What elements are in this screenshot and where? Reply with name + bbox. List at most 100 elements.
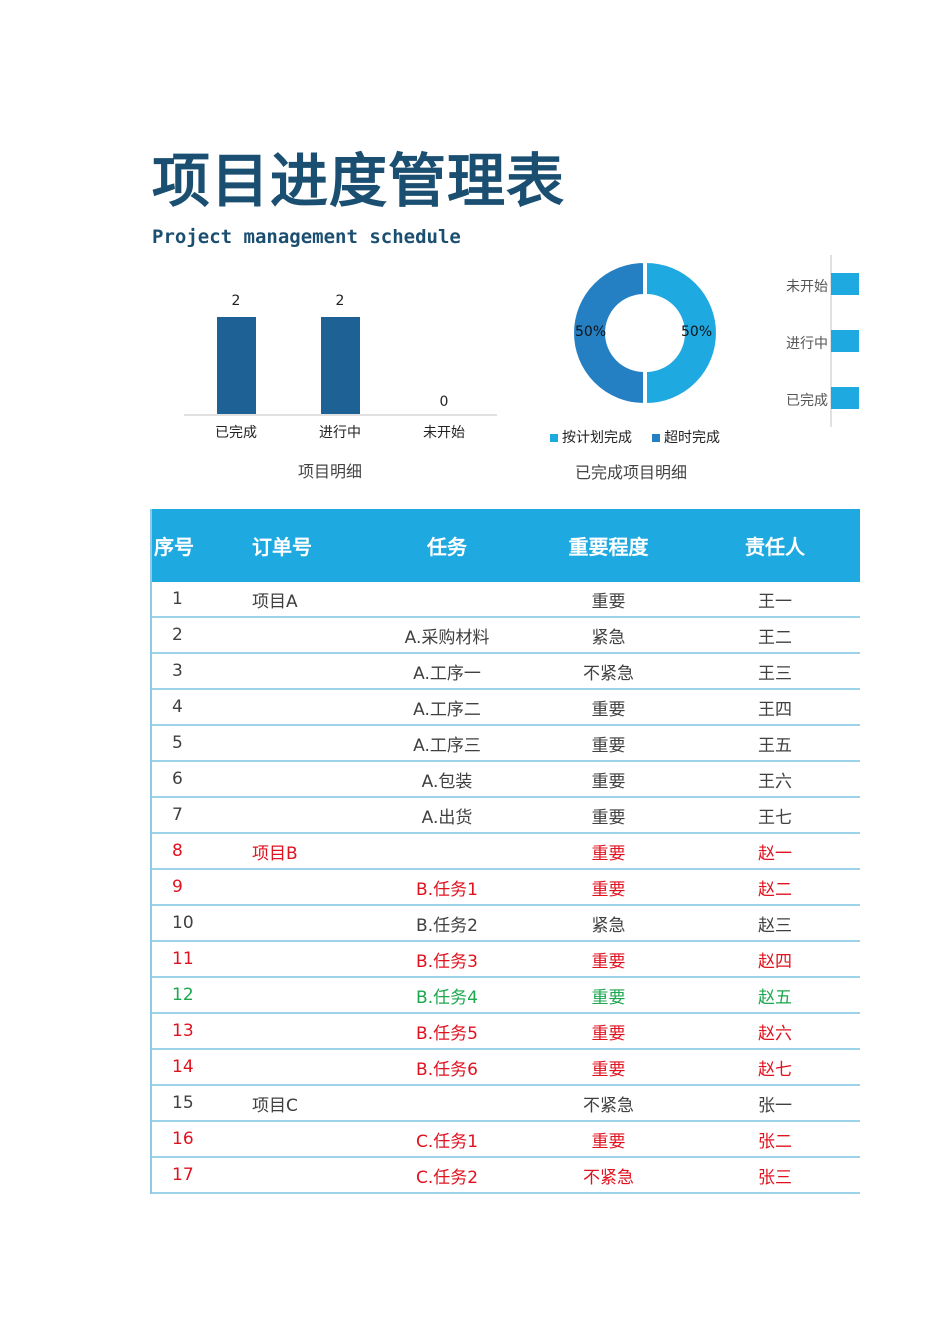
cell-no: 3 xyxy=(172,661,183,681)
cell-no: 11 xyxy=(172,949,194,969)
cell-priority: 重要 xyxy=(591,951,626,972)
cell-task: A.包装 xyxy=(421,771,473,792)
cell-priority: 重要 xyxy=(591,1059,626,1080)
cell-priority: 重要 xyxy=(591,699,626,720)
cell-priority: 重要 xyxy=(591,879,626,900)
cell-owner: 张三 xyxy=(758,1167,792,1188)
bar-category-label: 已完成 xyxy=(215,425,257,441)
cell-task: A.出货 xyxy=(421,807,473,828)
cell-priority: 紧急 xyxy=(591,915,626,936)
cell-no: 1 xyxy=(172,589,183,609)
bar-category-label: 未开始 xyxy=(423,425,465,441)
donut-label-right: 50% xyxy=(681,324,713,340)
cell-owner: 王六 xyxy=(758,771,792,792)
page-subtitle: Project management schedule xyxy=(152,226,461,248)
cell-order: 项目B xyxy=(252,843,298,864)
cell-task: B.任务3 xyxy=(416,951,478,972)
cell-task: B.任务5 xyxy=(416,1023,478,1044)
cell-owner: 张一 xyxy=(758,1095,792,1116)
cell-priority: 重要 xyxy=(591,1023,626,1044)
cell-no: 7 xyxy=(172,805,183,825)
bar-completed xyxy=(217,317,256,414)
cell-no: 10 xyxy=(172,913,194,933)
hbar-in-progress xyxy=(831,330,859,352)
cell-owner: 赵六 xyxy=(758,1023,792,1044)
donut-graphic xyxy=(572,260,718,406)
chart-title: 项目明细 xyxy=(297,462,362,481)
column-header-order: 订单号 xyxy=(252,535,312,559)
cell-owner: 王七 xyxy=(758,807,792,828)
hbar-category-label: 已完成 xyxy=(786,393,828,409)
cell-owner: 赵三 xyxy=(758,915,792,936)
donut-legend: 按计划完成 超时完成 xyxy=(550,427,740,447)
legend-swatch-icon xyxy=(652,434,660,442)
column-header-task: 任务 xyxy=(427,535,467,559)
cell-priority: 重要 xyxy=(591,735,626,756)
legend-item-on-plan: 按计划完成 xyxy=(550,427,632,447)
cell-priority: 重要 xyxy=(591,843,626,864)
cell-priority: 重要 xyxy=(591,1131,626,1152)
table-row: 15 项目C 不紧急 张一 xyxy=(152,1086,860,1122)
cell-no: 13 xyxy=(172,1021,194,1041)
cell-priority: 不紧急 xyxy=(583,663,634,684)
cell-task: A.工序三 xyxy=(413,735,481,756)
cell-no: 14 xyxy=(172,1057,194,1077)
cell-owner: 王四 xyxy=(758,699,792,720)
cell-owner: 赵一 xyxy=(758,843,792,864)
cell-order: 项目A xyxy=(252,591,298,612)
bar-value-label: 2 xyxy=(335,293,345,309)
cell-order: 项目C xyxy=(252,1095,298,1116)
cell-task: B.任务4 xyxy=(416,987,478,1008)
cell-priority: 紧急 xyxy=(591,627,626,648)
table-row: 16 C.任务1 重要 张二 xyxy=(152,1122,860,1158)
cell-priority: 重要 xyxy=(591,771,626,792)
bar-in-progress xyxy=(321,317,360,414)
table-row: 14 B.任务6 重要 赵七 xyxy=(152,1050,860,1086)
cell-priority: 不紧急 xyxy=(583,1167,634,1188)
cell-priority: 重要 xyxy=(591,591,626,612)
bar-value-label: 2 xyxy=(231,293,241,309)
cell-owner: 王一 xyxy=(758,591,792,612)
bar-category-label: 进行中 xyxy=(319,425,361,441)
cell-owner: 张二 xyxy=(758,1131,792,1152)
table-body: 1 项目A 重要 王一 2 A.采购材料 紧急 王二 3 A.工序一 不紧急 王三 4 A.工序二 重要 王四… xyxy=(152,582,860,1194)
hbar-category-label: 进行中 xyxy=(786,336,828,352)
task-table: 序号 订单号 任务 重要程度 责任人 1 项目A 重要 王一 2 A.采购材料 紧急 王二 3 A… xyxy=(150,509,860,1194)
cell-owner: 赵五 xyxy=(758,987,792,1008)
cell-owner: 王五 xyxy=(758,735,792,756)
cell-task: C.任务2 xyxy=(415,1167,479,1188)
cell-owner: 王二 xyxy=(758,627,792,648)
table-row: 3 A.工序一 不紧急 王三 xyxy=(152,654,860,690)
cell-no: 8 xyxy=(172,841,183,861)
cell-no: 5 xyxy=(172,733,183,753)
x-axis-line xyxy=(184,414,497,416)
cell-priority: 不紧急 xyxy=(583,1095,634,1116)
cell-task: A.采购材料 xyxy=(404,627,490,648)
legend-item-overtime: 超时完成 xyxy=(652,427,720,447)
table-row: 2 A.采购材料 紧急 王二 xyxy=(152,618,860,654)
chart-title: 已完成项目明细 xyxy=(574,463,687,482)
cell-priority: 重要 xyxy=(591,987,626,1008)
cell-no: 4 xyxy=(172,697,183,717)
cell-owner: 王三 xyxy=(758,663,792,684)
cell-owner: 赵七 xyxy=(758,1059,792,1080)
cell-no: 9 xyxy=(172,877,183,897)
column-header-owner: 责任人 xyxy=(745,535,805,559)
cell-no: 15 xyxy=(172,1093,194,1113)
table-row: 13 B.任务5 重要 赵六 xyxy=(152,1014,860,1050)
table-row: 6 A.包装 重要 王六 xyxy=(152,762,860,798)
hbar-not-started xyxy=(831,273,859,295)
cell-no: 6 xyxy=(172,769,183,789)
cell-owner: 赵四 xyxy=(758,951,792,972)
column-header-no: 序号 xyxy=(154,535,194,559)
table-row: 11 B.任务3 重要 赵四 xyxy=(152,942,860,978)
cell-task: B.任务1 xyxy=(416,879,478,900)
column-header-priority: 重要程度 xyxy=(568,535,649,559)
project-detail-bar-chart: 2 2 0 已完成 进行中 未开始 项目明细 xyxy=(170,280,510,490)
table-header: 序号 订单号 任务 重要程度 责任人 xyxy=(152,509,860,582)
cell-no: 17 xyxy=(172,1165,194,1185)
cell-task: C.任务1 xyxy=(415,1131,479,1152)
cell-task: A.工序二 xyxy=(413,699,481,720)
table-row: 5 A.工序三 重要 王五 xyxy=(152,726,860,762)
table-row: 4 A.工序二 重要 王四 xyxy=(152,690,860,726)
